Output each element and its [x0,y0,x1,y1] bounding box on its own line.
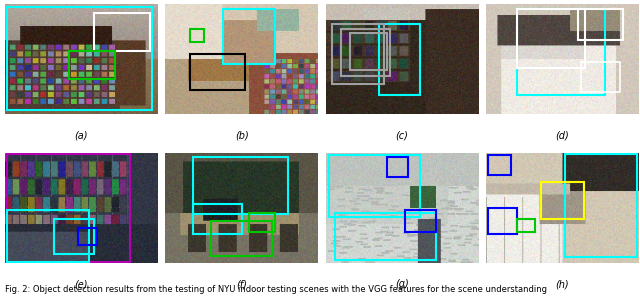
Bar [78,228,97,245]
Bar [387,157,408,177]
Bar [580,61,620,92]
Text: Fig. 2: Object detection results from the testing of NYU indoor testing scenes w: Fig. 2: Object detection results from th… [5,285,547,294]
Text: (d): (d) [556,131,569,141]
Bar [6,154,131,262]
Bar [516,9,586,68]
Text: (e): (e) [75,279,88,289]
Bar [193,203,242,234]
Bar [93,13,150,50]
Bar [332,24,384,83]
Bar [578,9,623,40]
Text: (h): (h) [556,279,569,289]
Bar [193,157,287,214]
Bar [69,50,115,79]
Bar [329,155,420,217]
Text: (f): (f) [236,279,247,289]
Bar [250,214,275,232]
Text: (b): (b) [235,131,248,141]
Bar [350,33,387,70]
Bar [211,221,272,256]
Bar [541,181,584,219]
Bar [223,9,275,64]
Bar [405,210,436,232]
Text: (c): (c) [396,131,408,141]
Text: (g): (g) [396,279,409,289]
Bar [516,9,605,94]
Bar [6,210,89,262]
Bar [190,54,245,90]
Bar [516,219,535,232]
Bar [379,24,420,94]
Bar [341,29,390,76]
Bar [190,29,204,42]
Text: (a): (a) [75,131,88,141]
Bar [566,154,637,257]
Bar [488,155,511,175]
Bar [335,214,436,260]
Bar [488,208,516,234]
Bar [54,219,93,254]
